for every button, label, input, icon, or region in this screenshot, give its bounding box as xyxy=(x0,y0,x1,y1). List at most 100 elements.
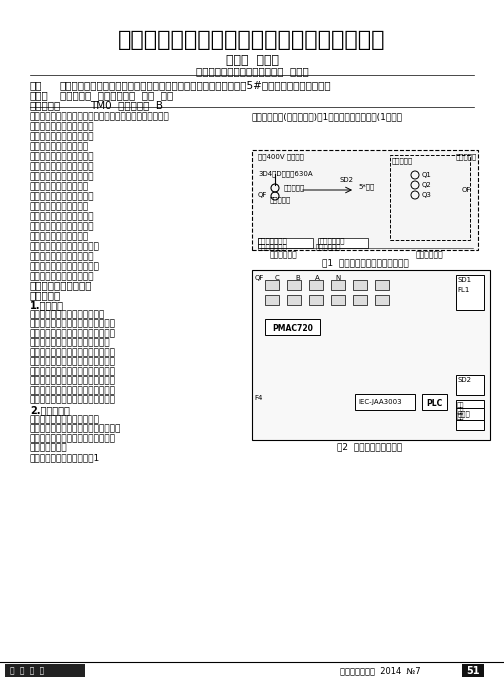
Text: SD1: SD1 xyxy=(457,277,471,283)
Text: 停止: 停止 xyxy=(457,408,465,413)
Text: 摘要: 摘要 xyxy=(30,80,42,90)
Bar xyxy=(331,295,345,305)
Text: 增减: 增减 xyxy=(457,414,465,420)
Bar xyxy=(353,280,367,290)
Text: 一、电动盘车装置原理: 一、电动盘车装置原理 xyxy=(30,280,93,290)
Bar xyxy=(462,664,484,677)
Text: 车装置就是给发电机定子部分、转子: 车装置就是给发电机定子部分、转子 xyxy=(30,386,116,395)
Bar xyxy=(265,280,279,290)
Text: 3D4密D断路器630A: 3D4密D断路器630A xyxy=(258,170,312,177)
Text: 全风险大等不足。为此提出: 全风险大等不足。为此提出 xyxy=(30,192,95,201)
Bar xyxy=(309,295,323,305)
Text: 台隔离变压器(励磁变压器)、1面可控硅全桥整流柜(1套整流: 台隔离变压器(励磁变压器)、1面可控硅全桥整流柜(1套整流 xyxy=(252,112,403,121)
Bar xyxy=(355,394,415,410)
Bar xyxy=(456,408,484,420)
Text: PMAC720: PMAC720 xyxy=(272,324,313,333)
Text: 设备管理与维修  2014  №7: 设备管理与维修 2014 №7 xyxy=(340,666,421,675)
Text: 转子电源部分: 转子电源部分 xyxy=(269,250,297,259)
Text: A: A xyxy=(315,275,320,281)
Bar xyxy=(252,270,490,440)
Text: TM0  文献标识码  B: TM0 文献标识码 B xyxy=(90,100,163,110)
Text: 组公用，功能全面的特点，适: 组公用，功能全面的特点，适 xyxy=(30,262,100,271)
Text: Q3: Q3 xyxy=(422,192,432,198)
Text: 向的摆度，很多情况下需要: 向的摆度，很多情况下需要 xyxy=(30,122,95,131)
Text: 磁场中会受到力的作用，当在发电机: 磁场中会受到力的作用，当在发电机 xyxy=(30,320,116,328)
Text: 转子绕组中通入直流电流，在定子三: 转子绕组中通入直流电流，在定子三 xyxy=(30,329,116,338)
Bar xyxy=(258,238,313,248)
Text: 阐述电动盘车装置原理、系统组成、性能参数、主要功能，调试及在5#机组上进行盘车的应用。: 阐述电动盘车装置原理、系统组成、性能参数、主要功能，调试及在5#机组上进行盘车的… xyxy=(60,80,332,90)
Text: 进行盘车，目前常用的盘车: 进行盘车，目前常用的盘车 xyxy=(30,132,95,141)
Text: 现场测量控制: 现场测量控制 xyxy=(316,243,342,250)
Text: 采用电动盘车装置实现发: 采用电动盘车装置实现发 xyxy=(30,202,89,211)
Text: PLC: PLC xyxy=(426,399,442,408)
Text: 发电机空载特性试验、短路: 发电机空载特性试验、短路 xyxy=(30,222,95,231)
Bar xyxy=(252,150,478,250)
Text: 合现场安装、检修时使用。: 合现场安装、检修时使用。 xyxy=(30,272,95,281)
Text: 电源装置（空载试验、短路试验、干燥: 电源装置（空载试验、短路试验、干燥 xyxy=(30,424,121,434)
Bar xyxy=(390,155,470,240)
Text: 车、干燥用）。: 车、干燥用）。 xyxy=(30,443,68,452)
Bar xyxy=(287,295,301,305)
Text: 特性试验和通流下端等要: 特性试验和通流下端等要 xyxy=(30,232,89,241)
Text: SD2: SD2 xyxy=(457,377,471,383)
Text: 申图分类号: 申图分类号 xyxy=(30,100,61,110)
Text: 动部分重量达八百多吨安: 动部分重量达八百多吨安 xyxy=(30,182,89,191)
Text: 范建立  林玉胜: 范建立 林玉胜 xyxy=(225,54,279,67)
Text: 续转动，由于水轮发电机转: 续转动，由于水轮发电机转 xyxy=(30,172,95,181)
Bar xyxy=(375,295,389,305)
Text: 求，增大电源部分容量，使本: 求，增大电源部分容量，使本 xyxy=(30,242,100,251)
Text: 电流，当电流增大到足以克服转动部: 电流，当电流增大到足以克服转动部 xyxy=(30,348,116,357)
Bar xyxy=(309,280,323,290)
Text: 水轮发电机  电动盘车装置  调试  应用: 水轮发电机 电动盘车装置 调试 应用 xyxy=(60,90,173,100)
Text: 文本屏: 文本屏 xyxy=(458,410,471,417)
Text: 在转速不均，不能全范围连: 在转速不均，不能全范围连 xyxy=(30,162,95,171)
Text: 及系统组成: 及系统组成 xyxy=(30,290,61,300)
Text: 公用动力屏: 公用动力屏 xyxy=(456,153,477,160)
Text: 部分提供能源的可调直流电源装置。: 部分提供能源的可调直流电源装置。 xyxy=(30,396,116,405)
Text: 电机盘车功能，同时为满足: 电机盘车功能，同时为满足 xyxy=(30,212,95,221)
Bar xyxy=(422,394,447,410)
Text: SD2: SD2 xyxy=(340,177,354,183)
Text: IEC-JAA3003: IEC-JAA3003 xyxy=(358,399,402,405)
Text: N: N xyxy=(335,275,340,281)
Text: 关键词: 关键词 xyxy=(30,90,49,100)
Text: Q1: Q1 xyxy=(422,172,432,178)
Text: 根据电磁感应原理，载流导体在: 根据电磁感应原理，载流导体在 xyxy=(30,310,105,319)
Text: 图2  转子电源系统原理图: 图2 转子电源系统原理图 xyxy=(338,442,403,451)
Text: F4: F4 xyxy=(254,395,263,401)
Text: 相绕组中分别按次序轮流通入直流: 相绕组中分别按次序轮流通入直流 xyxy=(30,339,110,347)
Text: 方式是采用桥式起重机通: 方式是采用桥式起重机通 xyxy=(30,142,89,151)
Bar xyxy=(265,295,279,305)
Text: 分的摩擦力时，发电机的转子就会朝: 分的摩擦力时，发电机的转子就会朝 xyxy=(30,358,116,367)
Text: 2.组成和接线: 2.组成和接线 xyxy=(30,405,70,415)
Text: 广用400V 重载母线: 广用400V 重载母线 xyxy=(258,153,304,160)
Bar xyxy=(456,400,484,430)
Bar xyxy=(456,375,484,395)
Text: 主要设备包括发电机转子励磁: 主要设备包括发电机转子励磁 xyxy=(30,415,100,424)
Text: OF: OF xyxy=(462,187,471,193)
Bar xyxy=(331,280,345,290)
Text: 装置具有一套装置、多台机: 装置具有一套装置、多台机 xyxy=(30,252,95,261)
Text: 现场测量控制: 现场测量控制 xyxy=(320,237,346,243)
Text: 图1  电动盘车装置接线原理方框图: 图1 电动盘车装置接线原理方框图 xyxy=(322,258,408,267)
Text: QF: QF xyxy=(255,275,265,281)
Text: FL1: FL1 xyxy=(457,287,469,293)
Bar xyxy=(375,280,389,290)
Bar xyxy=(456,275,484,310)
Bar xyxy=(265,319,320,335)
Text: 过导链滑轮组进行，此法存: 过导链滑轮组进行，此法存 xyxy=(30,152,95,161)
Text: C: C xyxy=(275,275,280,281)
Text: 林  采  矿  业: 林 采 矿 业 xyxy=(10,666,44,675)
Text: （武汉泰普变压器开发有限公司  武汉）: （武汉泰普变压器开发有限公司 武汉） xyxy=(196,66,308,76)
Text: 定子电源部分: 定子电源部分 xyxy=(416,250,444,259)
Text: 控制室调整控制: 控制室调整控制 xyxy=(258,243,288,250)
Text: 用）和发电机定子电源装置（电动盘: 用）和发电机定子电源装置（电动盘 xyxy=(30,434,116,443)
Text: 51: 51 xyxy=(466,666,480,676)
Text: 自动: 自动 xyxy=(457,402,465,407)
Text: 是一台步进电机，水轮发电机电动盘: 是一台步进电机，水轮发电机电动盘 xyxy=(30,377,116,386)
Text: B: B xyxy=(295,275,300,281)
Text: 定子电源柜: 定子电源柜 xyxy=(392,157,413,164)
Bar xyxy=(353,295,367,305)
Text: Q2: Q2 xyxy=(422,182,432,188)
Bar xyxy=(318,238,368,248)
